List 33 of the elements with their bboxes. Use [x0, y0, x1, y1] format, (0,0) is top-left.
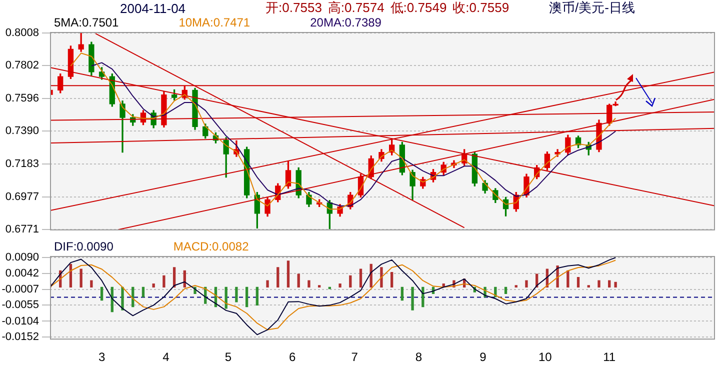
x-tick-label: 10: [538, 350, 552, 364]
x-tick-label: 3: [98, 350, 106, 364]
text: 高:0.7574: [328, 0, 384, 17]
y-tick-label: 0.6977: [5, 190, 39, 203]
y-tick-label: -0.0104: [2, 315, 39, 328]
text: MACD:0.0082: [173, 239, 250, 254]
chart-subtitle: 2004-11-04: [120, 0, 186, 16]
x-tick-label: 4: [162, 350, 170, 364]
chart-title: 澳币/美元-日线: [549, 0, 635, 17]
series-label: DIF:0.0090: [54, 239, 114, 254]
x-tick-label: 5: [224, 350, 232, 364]
y-tick-label: -0.0055: [2, 299, 39, 312]
x-tick-label: 11: [603, 350, 616, 364]
text: 20MA:0.7389: [310, 15, 382, 30]
x-tick-label: 7: [351, 350, 358, 364]
y-tick-label: 0.7802: [5, 60, 39, 72]
legend-title: 5MA:0.7501: [54, 15, 120, 30]
text: 收:0.7559: [452, 0, 510, 17]
y-tick-label: 0.0042: [5, 267, 39, 280]
y-tick-label: 0.7183: [5, 158, 39, 170]
y-tick-label: 0.8008: [5, 26, 39, 39]
x-tick-label: 6: [289, 350, 296, 364]
text: 10MA:0.7471: [178, 15, 250, 30]
x-tick-label: 9: [480, 350, 487, 364]
y-tick-label: -0.0007: [2, 283, 39, 296]
text: 开:0.7553: [266, 0, 322, 17]
y-tick-label: 0.0090: [5, 252, 39, 264]
x-tick-label: 8: [415, 350, 422, 364]
y-tick-label: 0.7390: [5, 125, 39, 138]
y-tick-label: 0.6771: [5, 224, 39, 236]
y-tick-label: -0.0152: [2, 331, 39, 344]
text: 低:0.7549: [390, 0, 447, 17]
y-tick-label: 0.7596: [5, 92, 39, 104]
